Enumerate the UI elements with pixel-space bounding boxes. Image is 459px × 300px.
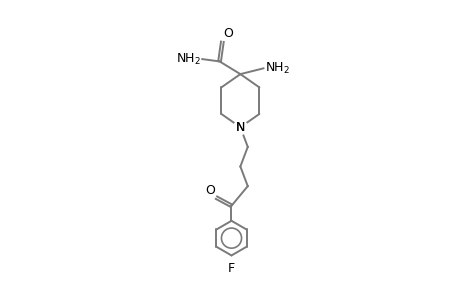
Text: F: F — [228, 262, 235, 275]
Text: N: N — [235, 121, 245, 134]
Text: O: O — [223, 27, 233, 40]
Text: O: O — [204, 184, 214, 196]
Text: NH$_2$: NH$_2$ — [264, 61, 289, 76]
Text: NH$_2$: NH$_2$ — [176, 52, 201, 67]
Text: N: N — [235, 121, 245, 134]
